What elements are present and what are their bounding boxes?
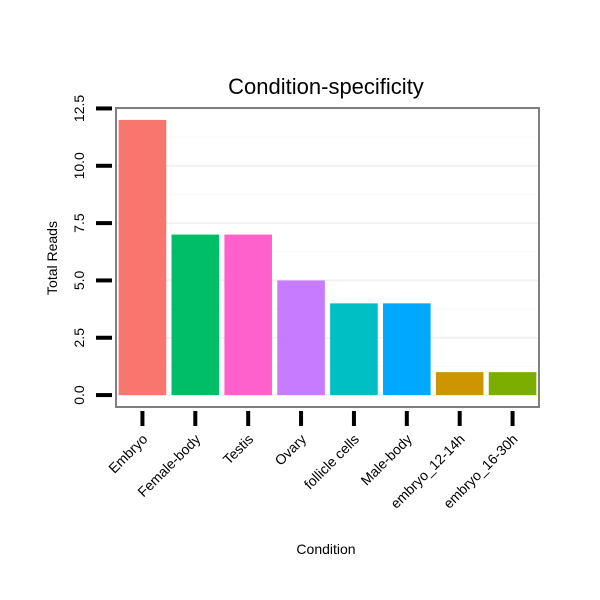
x-tick-label: Testis — [220, 431, 257, 468]
y-tick-label: 7.5 — [71, 213, 87, 233]
x-tick-label: Ovary — [271, 431, 309, 469]
x-tick-label: follicle cells — [301, 431, 362, 492]
x-axis-title: Condition — [296, 541, 355, 557]
bar — [171, 234, 220, 396]
y-axis-title: Total Reads — [44, 221, 60, 295]
bar — [435, 372, 484, 396]
y-tick-label: 0.0 — [71, 385, 87, 405]
bar — [118, 119, 167, 396]
y-tick-label: 10.0 — [71, 152, 87, 179]
bar — [330, 303, 378, 396]
bar — [488, 372, 537, 396]
y-tick-label: 12.5 — [71, 95, 87, 122]
y-tick-label: 5.0 — [71, 270, 87, 290]
bar — [277, 280, 325, 396]
y-tick-label: 2.5 — [71, 328, 87, 348]
bar — [383, 303, 431, 396]
bars — [118, 119, 537, 396]
chart-title: Condition-specificity — [228, 74, 424, 99]
bar — [224, 234, 272, 396]
y-axis: 0.0 2.5 5.0 7.5 10.0 12.5 — [71, 95, 112, 405]
plot-border — [115, 107, 540, 408]
x-tick-label: Embryo — [105, 431, 151, 477]
